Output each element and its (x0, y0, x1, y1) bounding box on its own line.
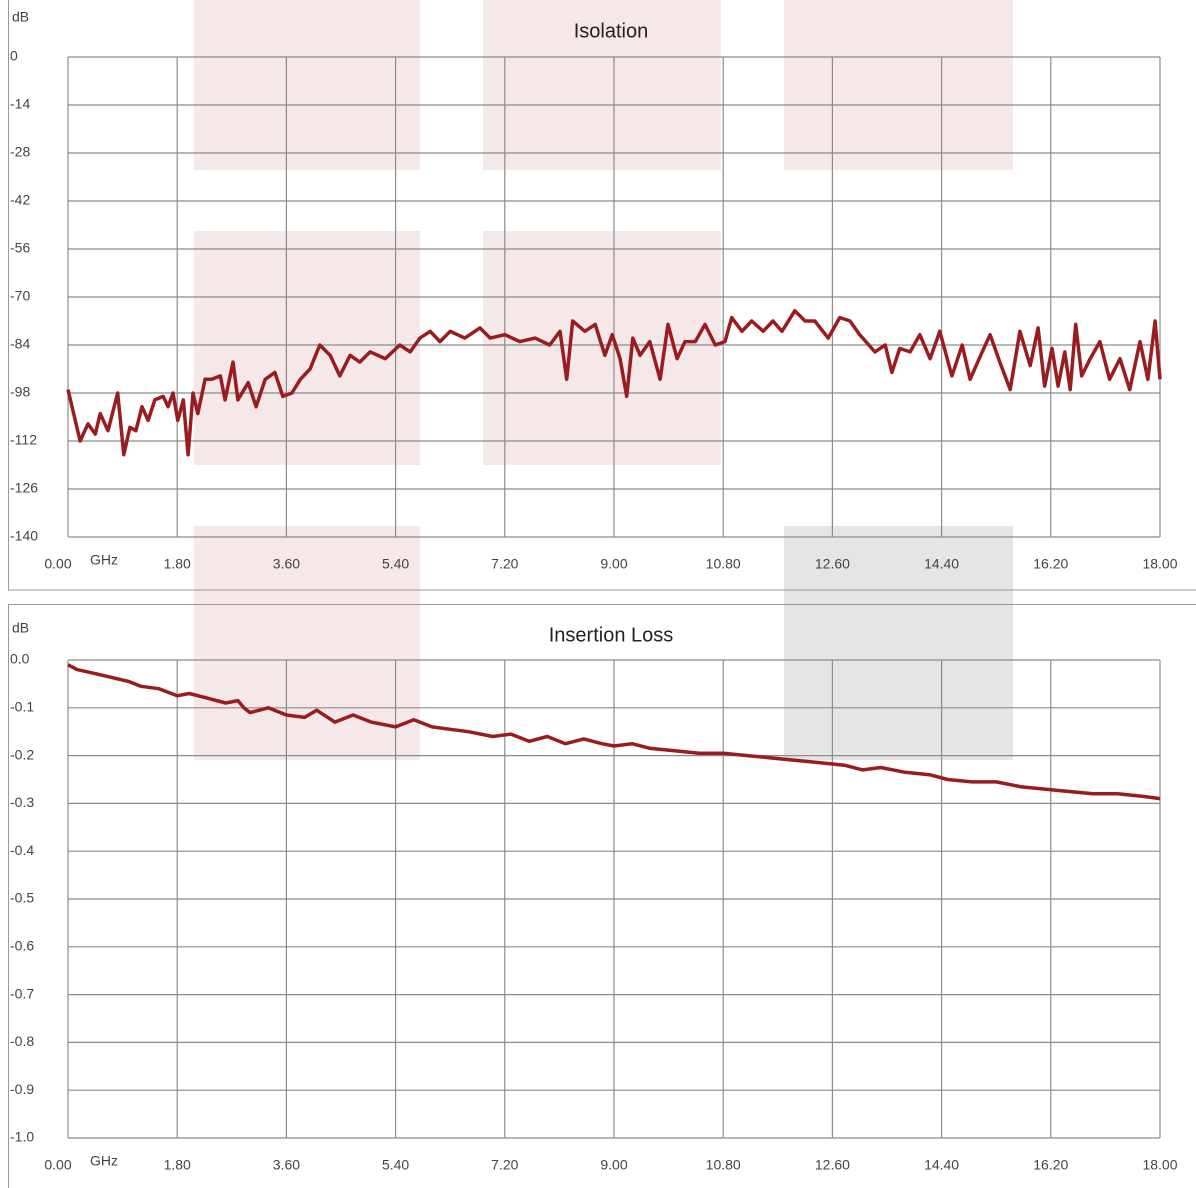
x-tick-label: 12.60 (815, 556, 850, 572)
y-tick-label: 0.0 (10, 651, 30, 667)
y-tick-label: -112 (10, 432, 37, 448)
y-tick-label: -0.6 (10, 938, 34, 954)
x-tick-label: 3.60 (273, 1157, 300, 1173)
y-tick-label: 0 (10, 48, 18, 64)
y-tick-label: -98 (10, 384, 30, 400)
y-tick-label: -1.0 (10, 1129, 34, 1145)
x-tick-label: 16.20 (1033, 1157, 1068, 1173)
x-tick-label: 7.20 (491, 1157, 518, 1173)
y-tick-label: -56 (10, 240, 30, 256)
y-tick-label: -0.4 (10, 842, 34, 858)
x-tick-label: 10.80 (706, 1157, 741, 1173)
x-tick-label: 3.60 (273, 556, 300, 572)
y-tick-label: -70 (10, 288, 30, 304)
y-tick-label: -14 (10, 96, 30, 112)
y-tick-label: -84 (10, 336, 30, 352)
y-tick-label: -0.1 (10, 699, 34, 715)
x-tick-label: 7.20 (491, 556, 518, 572)
y-tick-label: -0.9 (10, 1081, 34, 1097)
x-tick-label: 1.80 (164, 556, 191, 572)
y-tick-label: -0.3 (10, 794, 34, 810)
x-axis-label: GHz (90, 1153, 118, 1169)
x-tick-label: 0.00 (44, 1157, 71, 1173)
x-tick-label: 18.00 (1142, 1157, 1177, 1173)
y-axis-label: dB (12, 620, 29, 636)
x-tick-label: 14.40 (924, 556, 959, 572)
data-line (67, 663, 1161, 801)
x-tick-label: 16.20 (1033, 556, 1068, 572)
y-tick-label: -28 (10, 144, 30, 160)
x-tick-label: 14.40 (924, 1157, 959, 1173)
chart-title: Isolation (574, 20, 649, 42)
y-tick-label: -0.5 (10, 890, 34, 906)
data-line (66, 308, 1162, 457)
panel-frame (8, 0, 1196, 591)
x-tick-label: 12.60 (815, 1157, 850, 1173)
x-tick-label: 0.00 (44, 556, 71, 572)
panel-frame (8, 604, 1196, 1188)
x-tick-label: 5.40 (382, 556, 409, 572)
chart-title: Insertion Loss (549, 624, 674, 646)
y-tick-label: -126 (10, 480, 38, 496)
y-axis-label: dB (12, 9, 29, 25)
x-tick-label: 5.40 (382, 1157, 409, 1173)
x-tick-label: 9.00 (600, 556, 627, 572)
x-tick-label: 18.00 (1142, 556, 1177, 572)
y-tick-label: -0.8 (10, 1033, 34, 1049)
x-tick-label: 1.80 (164, 1157, 191, 1173)
x-axis-label: GHz (90, 552, 118, 568)
y-tick-label: -140 (10, 528, 38, 544)
y-tick-label: -42 (10, 192, 30, 208)
y-tick-label: -0.2 (10, 746, 34, 762)
y-tick-label: -0.7 (10, 985, 34, 1001)
x-tick-label: 9.00 (600, 1157, 627, 1173)
x-tick-label: 10.80 (706, 556, 741, 572)
